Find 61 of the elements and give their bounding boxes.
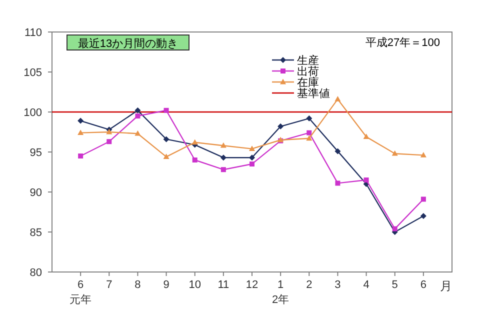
point [306, 115, 312, 122]
y-tick-label: 80 [30, 267, 42, 279]
point [392, 226, 398, 232]
point [364, 178, 369, 182]
y-tick-label: 100 [24, 107, 42, 119]
point [306, 135, 312, 141]
x-tick-label: 3 [334, 279, 341, 291]
x-tick-label: 6 [78, 279, 84, 291]
point [220, 154, 226, 161]
y-tick-label: 90 [30, 187, 42, 199]
x-tick-label: 8 [134, 279, 141, 291]
text: 元年 [70, 294, 92, 306]
point [335, 180, 340, 186]
point [334, 96, 341, 102]
point [134, 130, 141, 136]
point [249, 146, 255, 151]
point [392, 150, 398, 156]
point [163, 154, 170, 159]
legend-label: 出荷 [297, 65, 319, 78]
x-tick-label: 7 [106, 279, 112, 291]
x-tick-label: 6 [420, 279, 426, 291]
point [420, 152, 426, 158]
point [420, 213, 426, 219]
legend-label: 在庫 [297, 76, 319, 89]
x-tick-label: 10 [188, 279, 201, 291]
x-tick-label: 2 [306, 279, 312, 291]
point [220, 142, 226, 148]
x-tick-label: 11 [218, 279, 230, 291]
point [192, 139, 198, 145]
x-axis-title: 月 [440, 279, 452, 293]
x-tick-label: 4 [363, 279, 370, 291]
y-tick-label: 110 [24, 27, 42, 39]
point [250, 162, 254, 166]
point [334, 148, 341, 154]
point [78, 130, 84, 135]
point [363, 134, 370, 139]
point [420, 196, 426, 202]
point [306, 130, 312, 136]
y-tick-label: 105 [24, 67, 42, 79]
annotation: 平成27年＝100 [365, 36, 440, 49]
y-tick-label: 85 [30, 227, 42, 239]
x-tick-label: 5 [392, 279, 398, 291]
text: 最近13か月間の動き [78, 37, 178, 50]
y-tick-label: 95 [30, 147, 42, 159]
text: 2年 [272, 294, 290, 306]
legend-label: 基準値 [297, 87, 330, 100]
point [78, 118, 84, 124]
point [78, 154, 84, 158]
x-tick-label: 1 [278, 279, 284, 291]
legend-label: 生産 [297, 54, 319, 67]
point [134, 107, 141, 114]
point [163, 136, 170, 142]
point [249, 154, 255, 161]
point [106, 139, 112, 144]
point [192, 158, 198, 162]
point [135, 114, 140, 118]
x-tick-label: 12 [246, 279, 258, 291]
point [220, 167, 226, 172]
x-tick-label: 9 [163, 279, 170, 291]
point [278, 123, 284, 130]
point [164, 108, 169, 113]
